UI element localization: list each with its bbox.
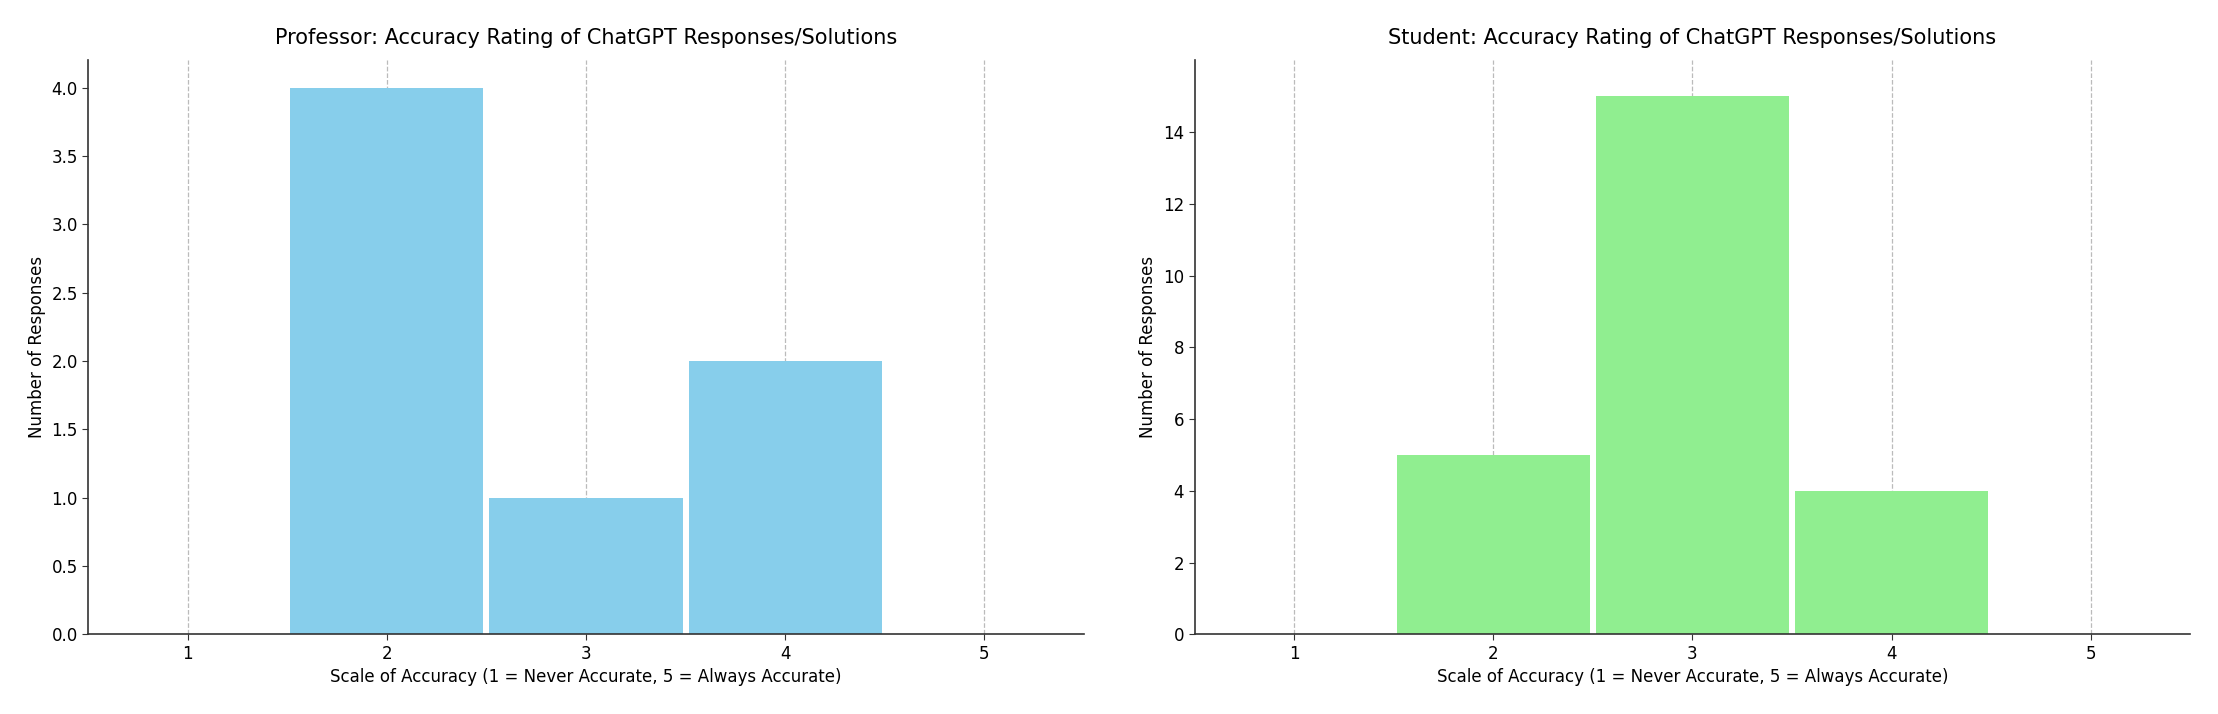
Bar (1595, 96, 1790, 634)
Title: Professor: Accuracy Rating of ChatGPT Responses/Solutions: Professor: Accuracy Rating of ChatGPT Re… (275, 28, 896, 48)
Title: Student: Accuracy Rating of ChatGPT Responses/Solutions: Student: Accuracy Rating of ChatGPT Resp… (1388, 28, 1996, 48)
Bar (291, 88, 484, 634)
Y-axis label: Number of Responses: Number of Responses (29, 256, 47, 438)
Y-axis label: Number of Responses: Number of Responses (1140, 256, 1158, 438)
X-axis label: Scale of Accuracy (1 = Never Accurate, 5 = Always Accurate): Scale of Accuracy (1 = Never Accurate, 5… (330, 668, 841, 686)
Bar (1397, 455, 1590, 634)
Bar (1794, 491, 1987, 634)
Bar (490, 498, 683, 634)
X-axis label: Scale of Accuracy (1 = Never Accurate, 5 = Always Accurate): Scale of Accuracy (1 = Never Accurate, 5… (1437, 668, 1947, 686)
Bar (688, 361, 883, 634)
